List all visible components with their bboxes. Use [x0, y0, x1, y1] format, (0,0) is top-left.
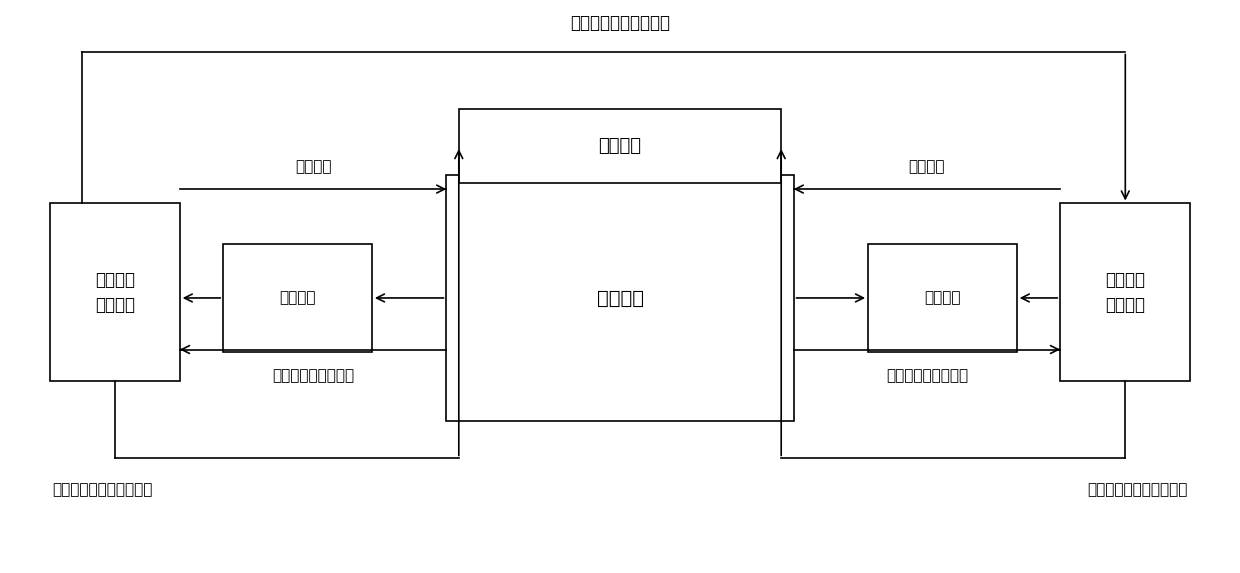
Bar [868, 244, 1017, 352]
Text: 复制数据、导入新图模: 复制数据、导入新图模 [570, 14, 670, 32]
Text: 数据比对: 数据比对 [599, 137, 641, 155]
Text: 遥测信息、遥信信息: 遥测信息、遥信信息 [885, 368, 968, 383]
Text: 遥控命令: 遥控命令 [295, 159, 331, 174]
Text: 报文监听: 报文监听 [279, 291, 316, 305]
Text: 旧配电自
动化系统: 旧配电自 动化系统 [94, 270, 135, 314]
Text: 遥测信息、遥信信息: 遥测信息、遥信信息 [272, 368, 355, 383]
Text: 导出遥测信息、遥控信息: 导出遥测信息、遥控信息 [52, 482, 153, 497]
Bar [223, 244, 372, 352]
Bar [50, 203, 180, 381]
Text: 导出遥测信息、遥控信息: 导出遥测信息、遥控信息 [1087, 482, 1188, 497]
Text: 报文监听: 报文监听 [924, 291, 961, 305]
Bar [1060, 203, 1190, 381]
Text: 仿真终端: 仿真终端 [596, 288, 644, 308]
Bar [459, 109, 781, 183]
Text: 新配电自
动化系统: 新配电自 动化系统 [1105, 270, 1146, 314]
Text: 遥控命令: 遥控命令 [909, 159, 945, 174]
Bar [446, 175, 794, 421]
